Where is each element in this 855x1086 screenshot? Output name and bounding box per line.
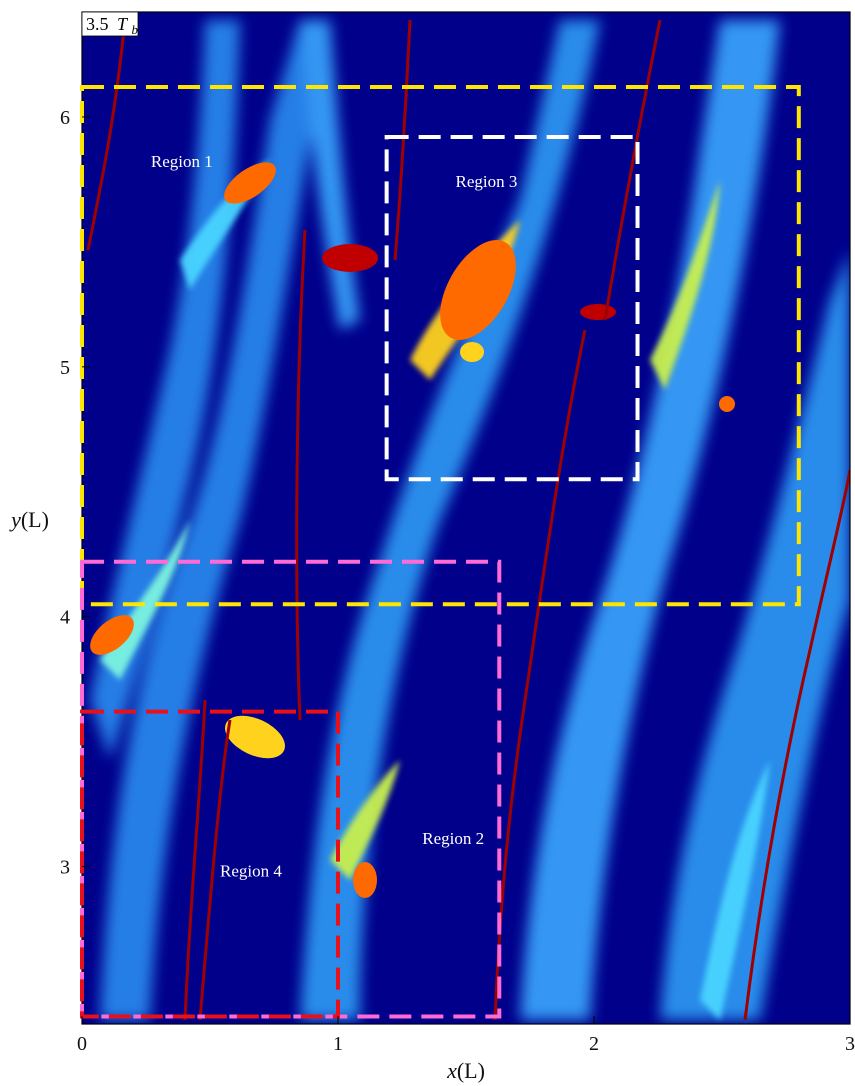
- vortex-core: [580, 304, 616, 320]
- vortex-core: [353, 862, 377, 898]
- y-tick-label: 5: [60, 357, 70, 379]
- x-tick-label: 3: [845, 1033, 855, 1055]
- time-stamp-value: 3.5: [86, 14, 109, 34]
- y-axis-label: y(L): [9, 507, 49, 532]
- region-box: [80, 84, 801, 607]
- vortex-core: [225, 715, 285, 759]
- region-boxes: Region 1 Region 2 Region 3 Region 4: [80, 84, 801, 1019]
- vortex-core: [440, 240, 516, 340]
- time-stamp-box: [81, 11, 139, 37]
- vortex-core: [90, 615, 134, 655]
- time-stamp-symbol: T: [117, 14, 129, 34]
- vortex-core: [719, 396, 735, 412]
- x-axis-unit: (L): [457, 1058, 485, 1083]
- region-label: Region 3: [456, 172, 518, 191]
- contour-field: [82, 12, 850, 1024]
- y-axis-unit: (L): [21, 507, 49, 532]
- region-label: Region 2: [422, 829, 484, 848]
- x-tick-label: 2: [589, 1033, 599, 1055]
- x-tick-label: 0: [77, 1033, 87, 1055]
- vortex-core: [460, 342, 484, 362]
- region-label: Region 4: [220, 862, 282, 881]
- y-tick-label: 4: [60, 607, 70, 629]
- y-tick-label: 6: [60, 107, 70, 129]
- time-stamp-subscript: b: [132, 22, 139, 37]
- y-tick-label: 3: [60, 857, 70, 879]
- vortex-core: [224, 162, 276, 204]
- x-axis-ticks: 0 1 2 3: [77, 1016, 855, 1055]
- thin-sheets: [86, 19, 850, 1021]
- y-axis-ticks: 3 4 5 6: [60, 107, 90, 879]
- vortex-core: [322, 244, 378, 272]
- vortex-cores: [90, 162, 735, 898]
- x-axis-label: x(L): [446, 1058, 485, 1083]
- time-stamp-label: 3.5 T b: [86, 14, 139, 37]
- region-box: [80, 709, 340, 1019]
- region-label: Region 1: [151, 152, 213, 171]
- y-axis-symbol: y: [9, 507, 21, 532]
- x-axis-symbol: x: [446, 1058, 457, 1083]
- time-stamp: 3.5 T b: [81, 11, 139, 37]
- x-tick-label: 1: [333, 1033, 343, 1055]
- region-box: [384, 134, 640, 482]
- shear-bands: [90, 20, 850, 1020]
